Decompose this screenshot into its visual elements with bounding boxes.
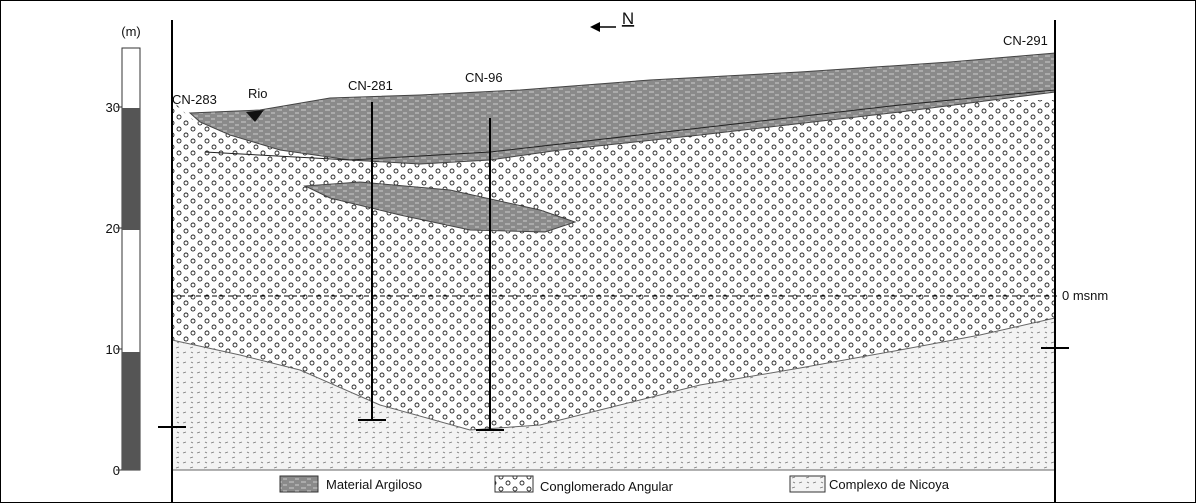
- river-label: Rio: [248, 86, 268, 101]
- sea-level-label: 0 msnm: [1062, 288, 1108, 303]
- legend-label: Conglomerado Angular: [540, 479, 674, 494]
- well-label: CN-281: [348, 78, 393, 93]
- scale-bar: (m) 3020100: [106, 24, 141, 478]
- legend-label: Material Argiloso: [326, 477, 422, 492]
- north-label: N: [622, 9, 634, 28]
- well-label: CN-291: [1003, 33, 1048, 48]
- scale-unit: (m): [121, 24, 141, 39]
- well-label: CN-283: [172, 92, 217, 107]
- well-label: CN-96: [465, 70, 503, 85]
- legend-label: Complexo de Nicoya: [829, 477, 950, 492]
- cross-section: (m) 3020100 N CN-283 Rio CN-281 CN-96 CN…: [0, 0, 1196, 503]
